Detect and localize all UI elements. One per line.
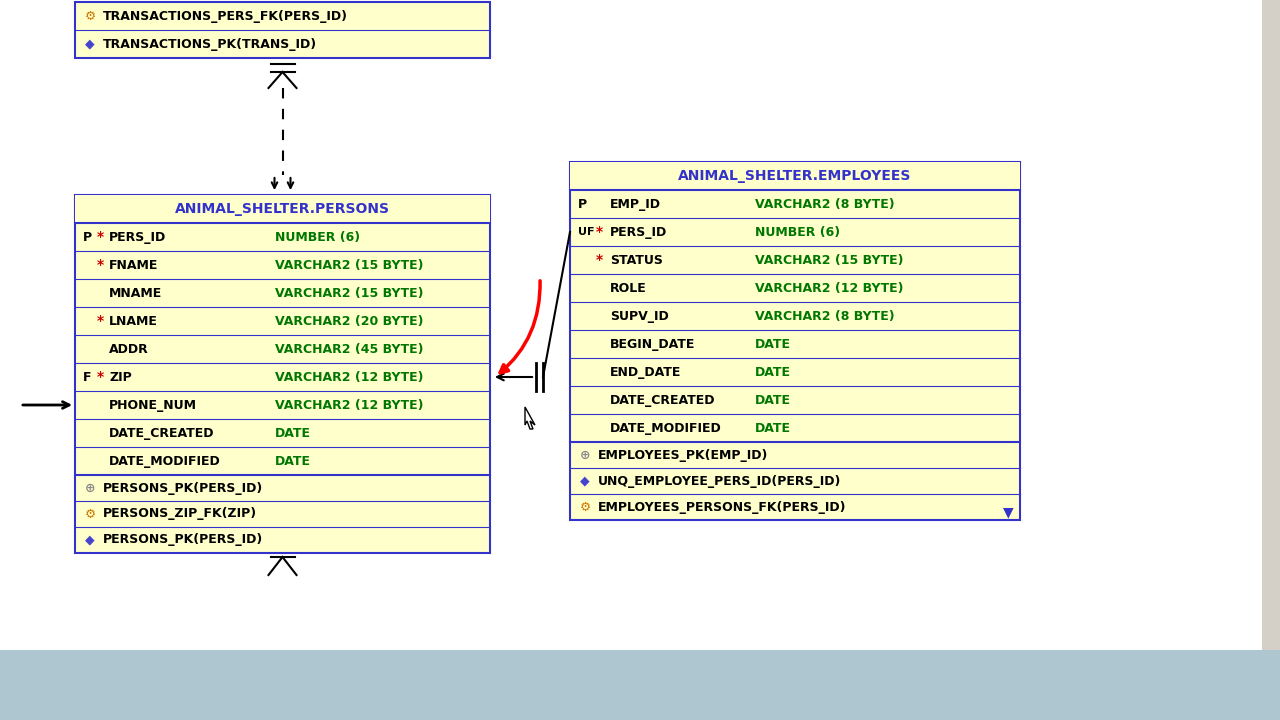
Text: PERSONS_PK(PERS_ID): PERSONS_PK(PERS_ID) bbox=[102, 482, 264, 495]
Text: VARCHAR2 (12 BYTE): VARCHAR2 (12 BYTE) bbox=[755, 282, 904, 294]
Text: *: * bbox=[97, 314, 104, 328]
FancyArrowPatch shape bbox=[500, 281, 540, 373]
Text: VARCHAR2 (20 BYTE): VARCHAR2 (20 BYTE) bbox=[275, 315, 424, 328]
Text: EMPLOYEES_PK(EMP_ID): EMPLOYEES_PK(EMP_ID) bbox=[598, 449, 768, 462]
Text: STATUS: STATUS bbox=[611, 253, 663, 266]
Text: DATE: DATE bbox=[755, 366, 791, 379]
Text: VARCHAR2 (8 BYTE): VARCHAR2 (8 BYTE) bbox=[755, 197, 895, 210]
Text: P: P bbox=[83, 230, 92, 243]
Text: UF: UF bbox=[579, 227, 594, 237]
Text: VARCHAR2 (8 BYTE): VARCHAR2 (8 BYTE) bbox=[755, 310, 895, 323]
Text: ◆: ◆ bbox=[84, 37, 95, 50]
Text: ANIMAL_SHELTER.PERSONS: ANIMAL_SHELTER.PERSONS bbox=[175, 202, 390, 216]
Text: VARCHAR2 (15 BYTE): VARCHAR2 (15 BYTE) bbox=[275, 287, 424, 300]
Text: *: * bbox=[596, 253, 603, 267]
Text: DATE: DATE bbox=[755, 421, 791, 434]
Text: TRANSACTIONS_PERS_FK(PERS_ID): TRANSACTIONS_PERS_FK(PERS_ID) bbox=[102, 9, 348, 22]
Text: VARCHAR2 (12 BYTE): VARCHAR2 (12 BYTE) bbox=[275, 371, 424, 384]
Text: TRANSACTIONS_PK(TRANS_ID): TRANSACTIONS_PK(TRANS_ID) bbox=[102, 37, 317, 50]
Text: DATE_CREATED: DATE_CREATED bbox=[109, 426, 215, 439]
Text: VARCHAR2 (45 BYTE): VARCHAR2 (45 BYTE) bbox=[275, 343, 424, 356]
Text: ◆: ◆ bbox=[84, 534, 95, 546]
Text: ⚙: ⚙ bbox=[84, 9, 96, 22]
Text: VARCHAR2 (12 BYTE): VARCHAR2 (12 BYTE) bbox=[275, 398, 424, 412]
Bar bbox=[1262, 0, 1280, 650]
Text: VARCHAR2 (15 BYTE): VARCHAR2 (15 BYTE) bbox=[275, 258, 424, 271]
Text: *: * bbox=[97, 370, 104, 384]
Text: ⊕: ⊕ bbox=[580, 449, 590, 462]
Text: MNAME: MNAME bbox=[109, 287, 163, 300]
Text: ANIMAL_SHELTER.EMPLOYEES: ANIMAL_SHELTER.EMPLOYEES bbox=[678, 169, 911, 183]
Text: END_DATE: END_DATE bbox=[611, 366, 681, 379]
Text: *: * bbox=[97, 230, 104, 244]
Text: EMPLOYEES_PERSONS_FK(PERS_ID): EMPLOYEES_PERSONS_FK(PERS_ID) bbox=[598, 500, 846, 513]
Text: DATE_CREATED: DATE_CREATED bbox=[611, 394, 716, 407]
Text: DATE: DATE bbox=[275, 454, 311, 467]
Text: PERSONS_PK(PERS_ID): PERSONS_PK(PERS_ID) bbox=[102, 534, 264, 546]
Text: ⚙: ⚙ bbox=[580, 500, 591, 513]
Text: ▼: ▼ bbox=[1002, 505, 1014, 519]
Text: PERSONS_ZIP_FK(ZIP): PERSONS_ZIP_FK(ZIP) bbox=[102, 508, 257, 521]
Text: VARCHAR2 (15 BYTE): VARCHAR2 (15 BYTE) bbox=[755, 253, 904, 266]
Text: DATE: DATE bbox=[755, 338, 791, 351]
Text: LNAME: LNAME bbox=[109, 315, 157, 328]
Text: ◆: ◆ bbox=[580, 474, 590, 487]
Text: PERS_ID: PERS_ID bbox=[109, 230, 166, 243]
Text: ROLE: ROLE bbox=[611, 282, 646, 294]
Polygon shape bbox=[525, 407, 535, 429]
Text: PERS_ID: PERS_ID bbox=[611, 225, 667, 238]
Text: ⊕: ⊕ bbox=[84, 482, 96, 495]
Bar bbox=[76, 2, 490, 58]
Bar bbox=[570, 162, 1020, 520]
Text: BEGIN_DATE: BEGIN_DATE bbox=[611, 338, 695, 351]
Text: *: * bbox=[97, 258, 104, 272]
Text: FNAME: FNAME bbox=[109, 258, 159, 271]
Text: SUPV_ID: SUPV_ID bbox=[611, 310, 668, 323]
Text: DATE: DATE bbox=[755, 394, 791, 407]
Bar bbox=[0, 650, 1280, 720]
Text: PHONE_NUM: PHONE_NUM bbox=[109, 398, 197, 412]
Bar bbox=[570, 162, 1020, 190]
Bar bbox=[76, 195, 490, 553]
Text: P: P bbox=[579, 197, 588, 210]
Text: DATE: DATE bbox=[275, 426, 311, 439]
Text: *: * bbox=[596, 225, 603, 239]
Text: ZIP: ZIP bbox=[109, 371, 132, 384]
Text: DATE_MODIFIED: DATE_MODIFIED bbox=[611, 421, 722, 434]
Text: EMP_ID: EMP_ID bbox=[611, 197, 660, 210]
Bar bbox=[76, 195, 490, 223]
Text: NUMBER (6): NUMBER (6) bbox=[275, 230, 360, 243]
Text: F: F bbox=[83, 371, 91, 384]
Text: ADDR: ADDR bbox=[109, 343, 148, 356]
Text: UNQ_EMPLOYEE_PERS_ID(PERS_ID): UNQ_EMPLOYEE_PERS_ID(PERS_ID) bbox=[598, 474, 841, 487]
Text: NUMBER (6): NUMBER (6) bbox=[755, 225, 840, 238]
Text: ⚙: ⚙ bbox=[84, 508, 96, 521]
Text: DATE_MODIFIED: DATE_MODIFIED bbox=[109, 454, 220, 467]
